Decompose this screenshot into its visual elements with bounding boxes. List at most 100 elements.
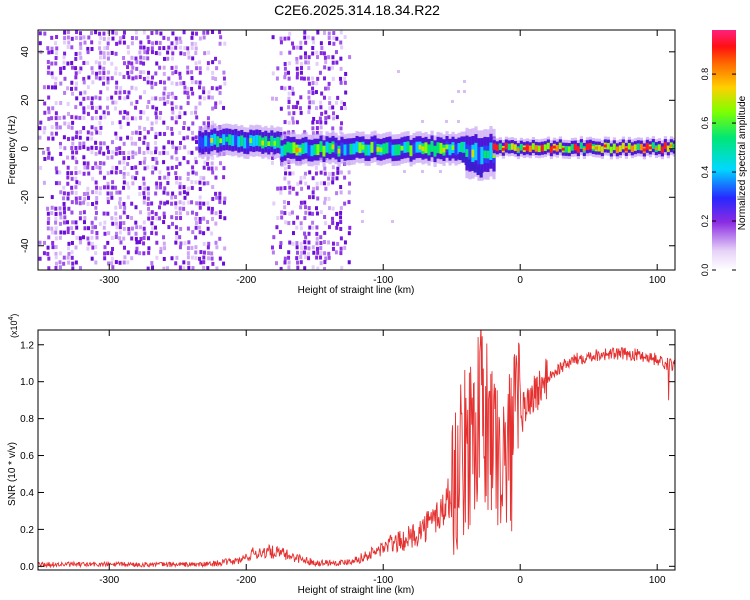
spectrogram-cell <box>315 61 319 66</box>
spectrogram-cell <box>174 171 178 176</box>
spectrogram-cell <box>162 80 166 85</box>
spectrogram-cell <box>342 101 346 106</box>
spectrogram-cell <box>142 140 146 145</box>
spectrogram-cell <box>316 144 320 156</box>
spectrogram-cell <box>123 90 127 95</box>
spectrogram-cell <box>186 251 190 256</box>
spectrogram-cell <box>102 51 106 56</box>
spectrogram-cell <box>291 231 295 236</box>
spectrogram-cell <box>54 111 58 116</box>
spectrogram-cell <box>223 41 227 46</box>
spectrogram-cell <box>343 144 347 156</box>
spectrogram-cell <box>174 36 178 41</box>
spectrogram-cell <box>292 45 296 50</box>
spectrogram-cell <box>315 225 319 230</box>
spectrogram-cell <box>86 61 90 66</box>
spectrogram-cell <box>122 160 126 165</box>
spectrogram-xtick-label: 100 <box>649 275 666 286</box>
spectrogram-cell <box>99 141 103 146</box>
spectrogram-cell <box>311 265 315 270</box>
spectrogram-cell <box>62 65 66 70</box>
spectrogram-cell <box>211 155 215 160</box>
spectrogram-cell <box>150 31 154 36</box>
spectrogram-cell <box>166 200 170 205</box>
spectrogram-cell <box>190 70 194 75</box>
spectrogram-cell <box>74 71 78 76</box>
spectrogram-cell <box>323 76 327 81</box>
spectrogram-cell <box>151 105 155 110</box>
spectrogram-cell <box>303 245 307 250</box>
spectrogram-cell <box>222 70 226 75</box>
spectrogram-cell <box>166 36 170 41</box>
spectrogram-cell <box>271 71 275 76</box>
spectrogram-cell <box>171 71 175 76</box>
spectrogram-cell <box>198 101 202 106</box>
spectrogram-cell <box>158 205 162 210</box>
spectrogram-cell <box>252 135 256 147</box>
spectrogram-cell <box>78 236 82 241</box>
spectrogram-cell <box>206 30 210 35</box>
spectrogram-cell <box>155 185 159 190</box>
spectrogram-cell <box>82 210 86 215</box>
spectrogram-cell <box>43 156 47 161</box>
spectrogram-cell <box>202 216 206 221</box>
spectrogram-cell <box>70 36 74 41</box>
spectrogram-cell <box>62 206 66 211</box>
spectrogram-cell <box>299 70 303 75</box>
spectrogram-cell <box>71 136 75 141</box>
spectrogram-cell <box>202 265 206 270</box>
spectrogram-cell <box>288 61 292 66</box>
spectrogram-cell <box>146 50 150 55</box>
spectrogram-cell <box>178 145 182 150</box>
spectrogram-cell <box>134 86 138 91</box>
spectrogram-cell <box>323 171 327 176</box>
spectrogram-cell <box>147 40 151 45</box>
spectrogram-cell <box>51 240 55 245</box>
spectrogram-cell <box>150 126 154 131</box>
spectrogram-cell <box>54 61 58 66</box>
spectrogram-cell <box>111 246 115 251</box>
spectrogram-cell <box>114 90 118 95</box>
spectrogram-cell <box>315 231 319 236</box>
spectrogram-cell <box>315 255 319 260</box>
spectrogram-cell <box>336 221 340 226</box>
spectrogram-cell <box>71 150 75 155</box>
spectrogram-cell <box>66 86 70 91</box>
spectrogram-cell <box>82 96 86 101</box>
spectrogram-cell <box>110 251 114 256</box>
spectrogram-cell <box>202 30 206 35</box>
spectrogram-cell <box>182 260 186 265</box>
spectrogram-cell <box>158 46 162 51</box>
spectrogram-cell <box>279 36 283 41</box>
spectrogram-cell <box>311 220 315 225</box>
spectrogram-cell <box>418 144 422 150</box>
spectrogram-cell <box>103 231 107 236</box>
spectrogram-cell <box>54 211 58 216</box>
spectrogram-cell <box>62 220 66 225</box>
spectrogram-cell <box>95 165 99 170</box>
spectrogram-cell <box>198 95 202 100</box>
spectrogram-cell <box>603 144 608 148</box>
spectrogram-cell <box>146 56 150 61</box>
spectrogram-cell <box>155 181 159 186</box>
spectrogram-cell <box>115 85 119 90</box>
spectrogram-cell <box>115 190 119 195</box>
spectrogram-cell <box>62 191 66 196</box>
spectrogram-cell <box>231 135 235 147</box>
spectrogram-cell <box>594 146 599 150</box>
spectrogram-cell <box>59 100 63 105</box>
spectrogram-cell <box>70 86 74 91</box>
spectrogram-cell <box>110 61 114 66</box>
spectrogram-cell <box>290 210 294 215</box>
spectrogram-cell <box>284 220 288 225</box>
colorbar-tick-label: 0.0 <box>700 264 710 277</box>
spectrogram-cell <box>279 186 283 191</box>
spectrogram-cell <box>186 46 190 51</box>
spectrogram-cell <box>303 205 307 210</box>
spectrogram-cell <box>118 40 122 45</box>
spectrogram-cell <box>143 156 147 161</box>
spectrogram-cell <box>127 185 131 190</box>
spectrogram-cell <box>111 150 115 155</box>
spectrogram-cell <box>323 65 327 70</box>
